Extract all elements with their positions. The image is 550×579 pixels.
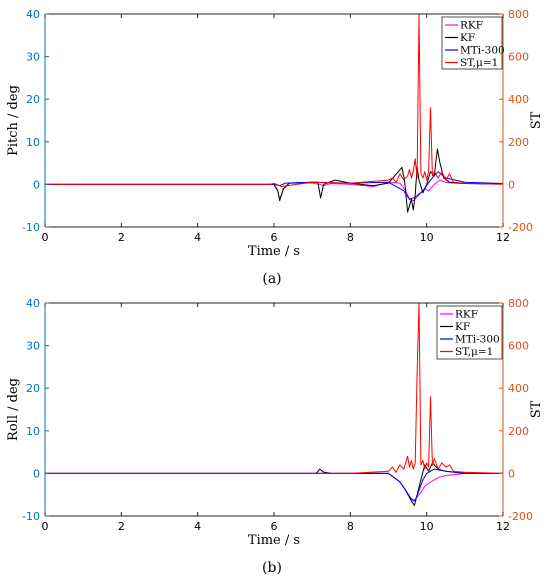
legend-entry: MTi-300 (455, 334, 500, 346)
y-tick-label: 10 (26, 425, 40, 438)
x-tick-label: 8 (347, 231, 354, 244)
y-tick-label: 30 (26, 340, 40, 353)
x-tick-label: 4 (194, 231, 201, 244)
y2-tick-label: 800 (508, 297, 529, 310)
y2-tick-label: 600 (508, 51, 529, 64)
x-tick-label: 12 (496, 520, 510, 533)
chart-panel-a: 0 2 4 6 8 10 12-10010203040-2000200400600800Ti… (6, 8, 544, 287)
legend-entry: KF (460, 32, 475, 44)
series-line-mti-300 (45, 468, 503, 502)
y2-tick-label: 200 (508, 136, 529, 149)
y-tick-label: 0 (33, 467, 40, 480)
y2-tick-label: 400 (508, 382, 529, 395)
x-tick-label: 2 (118, 520, 125, 533)
y2-tick-label: 0 (508, 178, 515, 191)
y-tick-label: 0 (33, 178, 40, 191)
y2-tick-label: 600 (508, 340, 529, 353)
x-axis-label: Time / s (248, 244, 300, 259)
x-tick-label: 6 (271, 231, 278, 244)
y2-tick-label: 0 (508, 467, 515, 480)
x-tick-label: 0 (42, 520, 49, 533)
plot-area (45, 14, 503, 227)
y-tick-label: 30 (26, 51, 40, 64)
y-tick-label: 20 (26, 382, 40, 395)
series-line-mti-300 (45, 171, 503, 200)
series-line-st-1 (45, 14, 503, 187)
x-tick-label: 10 (420, 520, 434, 533)
legend-box (436, 305, 503, 360)
x-tick-label: 4 (194, 520, 201, 533)
y2-tick-label: -200 (508, 510, 533, 523)
x-tick-label: 6 (271, 520, 278, 533)
y-tick-label: -10 (22, 510, 40, 523)
y-tick-label: 20 (26, 93, 40, 106)
y-tick-label: 10 (26, 136, 40, 149)
x-tick-label: 0 (42, 231, 49, 244)
y2-tick-label: 400 (508, 93, 529, 106)
y-tick-label: 40 (26, 297, 40, 310)
chart-panel-b: 0 2 4 6 8 10 12-10010203040-2000200400600800Ti… (6, 297, 544, 576)
legend-entry: RKF (455, 309, 478, 321)
legend-box (441, 16, 503, 70)
plot-area (45, 303, 503, 516)
panel-caption: (a) (262, 271, 281, 287)
series-group (45, 303, 503, 506)
y-tick-label: 40 (26, 8, 40, 21)
x-tick-label: 2 (118, 231, 125, 244)
x-tick-label: 8 (347, 520, 354, 533)
legend-entry: MTi-300 (460, 45, 505, 57)
legend-entry: ST,μ=1 (460, 57, 498, 69)
legend-entry: KF (455, 321, 470, 333)
y-tick-label: -10 (22, 221, 40, 234)
x-tick-label: 10 (420, 231, 434, 244)
y2-tick-label: 800 (508, 8, 529, 21)
series-line-st-1 (45, 303, 503, 474)
series-line-kf (45, 462, 503, 506)
y2-tick-label: 200 (508, 425, 529, 438)
y2-axis-label: ST (529, 111, 544, 129)
y-axis-label: Pitch / deg (6, 85, 21, 156)
series-group (45, 14, 503, 213)
y-axis-label: Roll / deg (6, 378, 21, 441)
x-tick-label: 12 (496, 231, 510, 244)
y2-axis-label: ST (529, 400, 544, 418)
legend-entry: ST,μ=1 (455, 346, 493, 358)
legend-entry: RKF (460, 20, 483, 32)
x-axis-label: Time / s (248, 533, 300, 548)
panel-caption: (b) (262, 560, 282, 576)
y2-tick-label: -200 (508, 221, 533, 234)
